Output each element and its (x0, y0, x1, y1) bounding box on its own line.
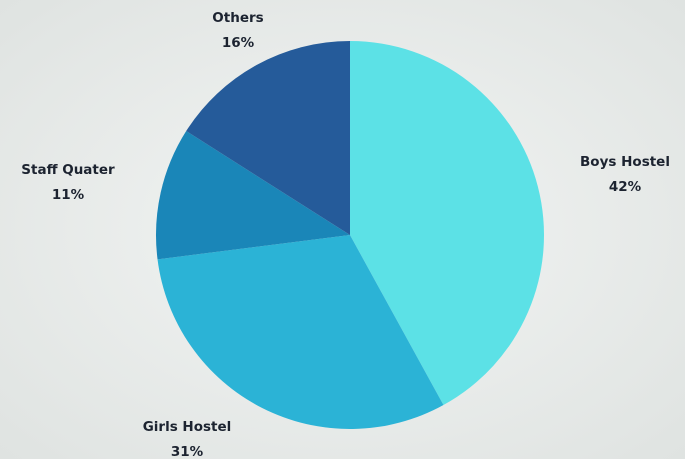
chart: Boys Hostel 42% Girls Hostel 31% Staff Quate… (0, 0, 685, 459)
slice-label: Girls Hostel (143, 419, 232, 435)
slice-value-label: 42% (609, 179, 642, 195)
slice-label: Staff Quater (21, 162, 115, 178)
slice-label: Others (212, 10, 263, 26)
page: {"chart_data": {"type": "pie", "categori… (0, 0, 685, 459)
slice-label: Boys Hostel (580, 154, 670, 170)
slice-value-label: 16% (222, 35, 255, 51)
slice-value-label: 31% (171, 444, 204, 459)
slice-value-label: 11% (52, 187, 85, 203)
